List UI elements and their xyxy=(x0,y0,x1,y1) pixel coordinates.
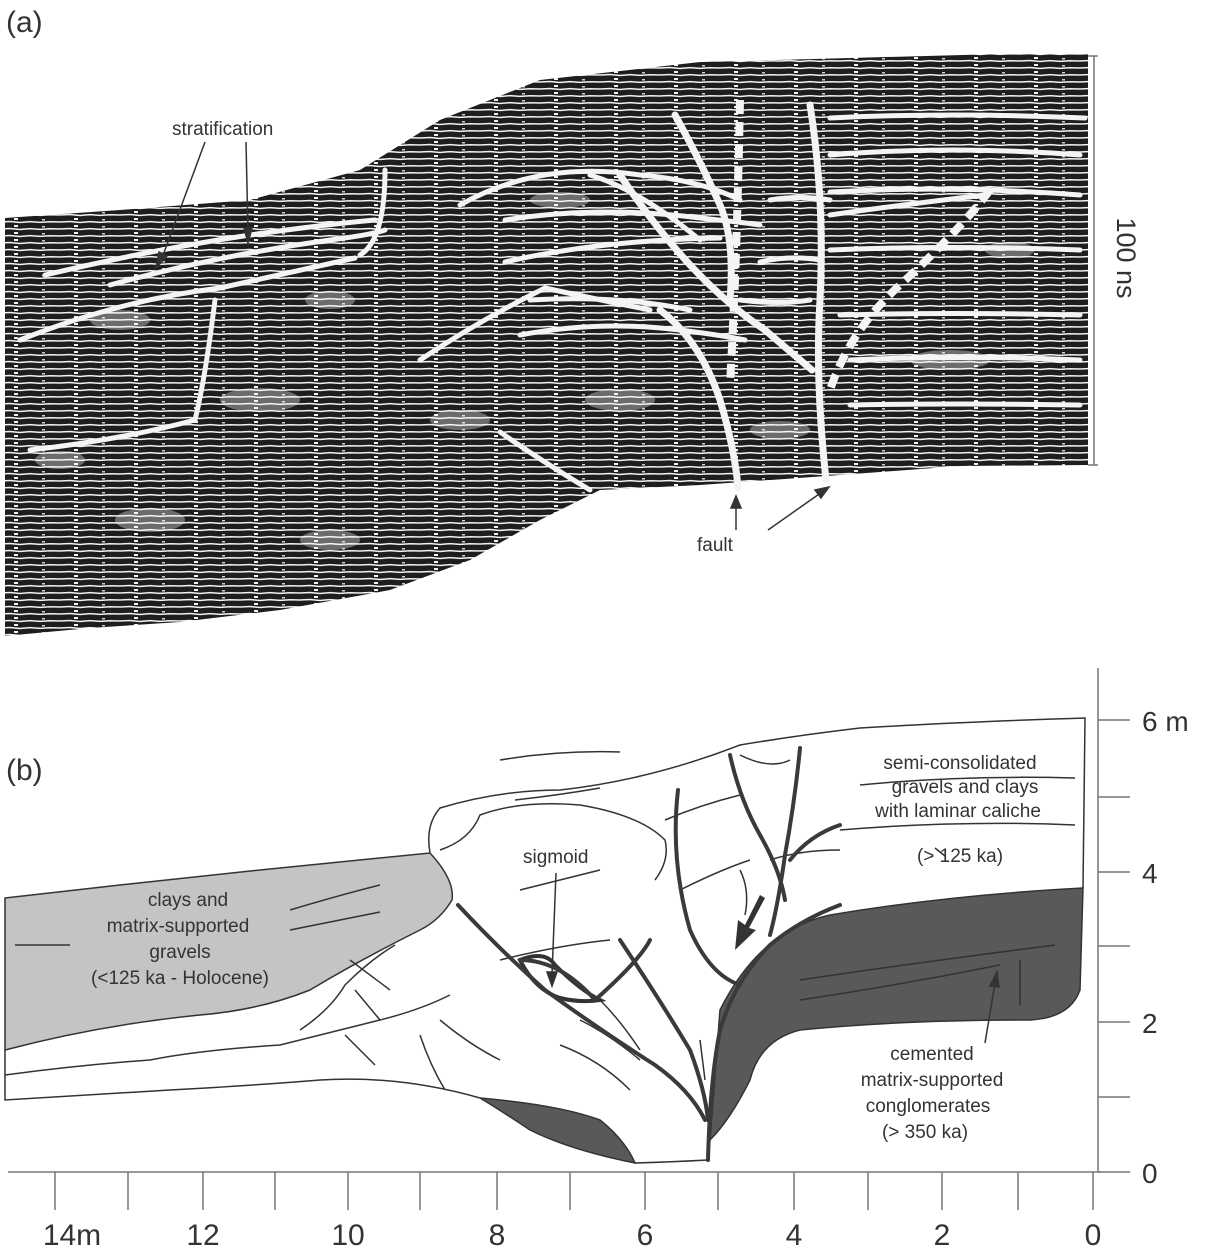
time-scale-label: 100 ns xyxy=(1111,217,1141,298)
sigmoid-arrow xyxy=(545,872,559,989)
cemented-label: cemented matrix-supported conglomerates … xyxy=(861,1044,1004,1143)
y-label-0: 0 xyxy=(1142,1158,1158,1189)
cemented-line-3: conglomerates xyxy=(866,1096,991,1117)
y-axis xyxy=(1097,668,1130,1173)
stratification-arrows xyxy=(154,141,253,271)
clays-line-2: matrix-supported xyxy=(107,916,250,937)
x-label-12: 12 xyxy=(186,1219,219,1252)
profile-outline xyxy=(4,717,1086,1164)
fault-arrows xyxy=(729,485,831,531)
cemented-line-1: cemented xyxy=(890,1044,973,1065)
gpr-radargram xyxy=(5,54,1088,636)
semi-consolidated-label: semi-consolidated gravels and clays with… xyxy=(874,753,1041,867)
dashed-fault-curved xyxy=(826,187,994,392)
clays-line-1: clays and xyxy=(148,890,228,911)
panel-a-label: (a) xyxy=(6,6,43,39)
fault-line-west xyxy=(616,171,816,374)
interpreted-reflectors xyxy=(17,112,1088,493)
y-label-2: 2 xyxy=(1142,1008,1158,1039)
section-faults xyxy=(456,746,842,1162)
fault-line-main xyxy=(806,101,830,484)
section-fault-branch-2 xyxy=(788,823,842,862)
unit-dark-wedge xyxy=(479,1097,637,1165)
fault-lines xyxy=(616,101,830,492)
semi-line-3: with laminar caliche xyxy=(874,801,1041,822)
fault-line-central xyxy=(671,111,735,304)
y-label-4: 4 xyxy=(1142,858,1158,889)
x-label-14m: 14m xyxy=(43,1219,101,1252)
stratification-label: stratification xyxy=(172,119,273,140)
y-label-6m: 6 m xyxy=(1142,706,1189,737)
dashed-fault-vertical xyxy=(726,99,744,386)
fault-label: fault xyxy=(697,535,734,556)
x-axis xyxy=(8,1171,1100,1210)
x-label-4: 4 xyxy=(786,1219,803,1252)
section-fault-branch-1 xyxy=(728,753,787,902)
section-fault-upper xyxy=(768,746,802,937)
cemented-line-4: (> 350 ka) xyxy=(882,1122,968,1143)
section-fault-left xyxy=(673,788,742,987)
x-label-2: 2 xyxy=(934,1219,951,1252)
semi-line-2: gravels and clays xyxy=(892,777,1039,798)
unit-clays-gravels xyxy=(4,852,454,1051)
dashed-fault-traces xyxy=(726,99,994,392)
y-axis-labels: 6 m 4 2 0 xyxy=(1142,706,1189,1189)
fault-line-lower xyxy=(656,306,742,492)
clays-label: clays and matrix-supported gravels (<125… xyxy=(91,890,269,989)
section-fault-mid xyxy=(618,938,710,1122)
semi-line-1: semi-consolidated xyxy=(883,753,1036,774)
x-label-0: 0 xyxy=(1085,1219,1102,1252)
semi-age: (> 125 ka) xyxy=(917,846,1003,867)
time-scale-bar: 100 ns xyxy=(1088,55,1141,466)
section-fault-west-2 xyxy=(518,938,652,1003)
clays-line-3: gravels xyxy=(149,942,210,963)
x-label-8: 8 xyxy=(489,1219,506,1252)
gpr-profile xyxy=(5,54,1088,636)
unit-cemented-conglomerates xyxy=(709,887,1084,1142)
section-fault-main xyxy=(706,903,842,1162)
x-label-6: 6 xyxy=(637,1219,654,1252)
cemented-arrow xyxy=(984,969,1000,1044)
cemented-line-2: matrix-supported xyxy=(861,1070,1004,1091)
x-label-10: 10 xyxy=(331,1219,364,1252)
downthrow-arrow xyxy=(735,895,765,950)
section-fault-west xyxy=(456,903,707,1122)
sigmoid-label: sigmoid xyxy=(523,847,588,868)
clays-line-4: (<125 ka - Holocene) xyxy=(91,968,269,989)
panel-b-label: (b) xyxy=(6,754,43,787)
x-axis-labels: 14m 12 10 8 6 4 2 0 xyxy=(43,1219,1102,1252)
